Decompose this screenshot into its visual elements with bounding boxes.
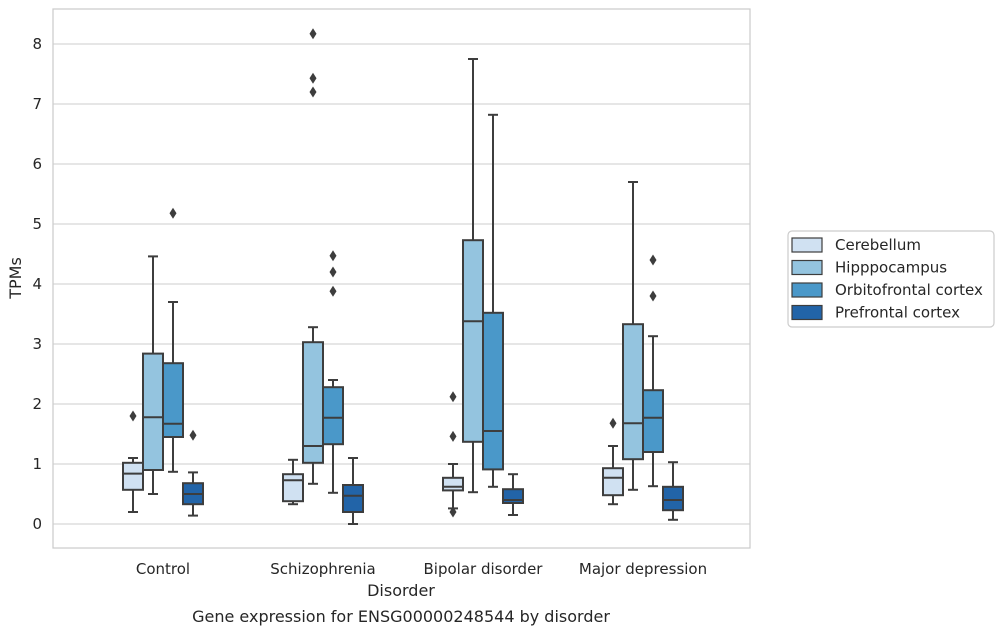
box-body <box>142 352 164 472</box>
outlier-point <box>609 417 617 429</box>
box-2-0 <box>442 391 464 518</box>
y-axis-title: TPMs <box>6 257 25 300</box>
y-tick-label: 5 <box>32 215 42 233</box>
box-body <box>442 476 464 492</box>
legend-label: Prefrontal cortex <box>835 304 960 322</box>
box-body <box>642 389 664 454</box>
legend-swatch <box>791 259 823 276</box>
box-2-2 <box>482 113 504 488</box>
tick-labels: 0 1 2 3 4 5 6 7 8 Control Schizophrenia Bipolar dis… <box>32 35 707 578</box>
box-0-0 <box>122 410 144 513</box>
box-body <box>282 473 304 503</box>
outlier-point <box>129 410 137 422</box>
outlier-point <box>649 254 657 266</box>
legend: Cerebellum Hipppocampus Orbitofrontal cort… <box>787 230 995 328</box>
box-0-1 <box>142 255 164 495</box>
chart-caption: Gene expression for ENSG00000248544 by d… <box>192 607 610 626</box>
y-tick-label: 4 <box>32 275 42 293</box>
legend-swatch <box>791 282 823 298</box>
y-tick-label: 7 <box>32 95 42 113</box>
legend-box <box>787 230 995 328</box>
outlier-point <box>329 266 337 278</box>
boxes <box>122 28 684 525</box>
outlier-point <box>189 429 197 441</box>
outlier-point <box>309 28 317 40</box>
box-body <box>662 485 684 512</box>
outlier-point <box>309 72 317 84</box>
outlier-point <box>649 290 657 302</box>
box-3-1 <box>622 181 644 491</box>
box-body <box>322 386 344 446</box>
plot-frame <box>52 8 751 549</box>
y-tick-label: 3 <box>32 335 42 353</box>
outlier-point <box>309 86 317 98</box>
outlier-point <box>169 207 177 219</box>
outlier-point <box>329 250 337 262</box>
y-tick-label: 1 <box>32 455 42 473</box>
outlier-point <box>329 285 337 297</box>
box-3-0 <box>602 417 624 506</box>
legend-swatch <box>791 304 823 321</box>
box-body <box>302 341 324 464</box>
box-3-2 <box>642 254 664 488</box>
box-0-2 <box>162 207 184 473</box>
legend-label: Cerebellum <box>835 236 921 254</box>
y-tick-label: 2 <box>32 395 42 413</box>
legend-label: Hipppocampus <box>835 259 947 277</box>
box-3-3 <box>662 461 684 521</box>
outlier-point <box>449 430 457 442</box>
box-1-3 <box>342 457 364 525</box>
legend-label: Orbitofrontal cortex <box>835 281 983 299</box>
x-tick-label: Schizophrenia <box>270 560 375 578</box>
y-tick-label: 8 <box>32 35 42 53</box>
box-body <box>462 239 484 443</box>
box-2-1 <box>462 58 484 494</box>
box-body <box>122 461 144 491</box>
x-tick-label: Major depression <box>579 560 707 578</box>
box-body <box>602 467 624 497</box>
x-axis-title: Disorder <box>367 581 435 600</box>
box-body <box>342 484 364 513</box>
box-2-3 <box>502 473 524 516</box>
box-body <box>162 362 184 439</box>
legend-swatch <box>791 237 823 253</box>
box-1-1 <box>302 28 324 485</box>
y-tick-label: 0 <box>32 515 42 533</box>
outlier-point <box>449 506 457 518</box>
y-tick-label: 6 <box>32 155 42 173</box>
box-body <box>482 311 504 471</box>
x-tick-label: Bipolar disorder <box>424 560 544 578</box>
outlier-point <box>449 391 457 403</box>
box-0-3 <box>182 429 204 517</box>
box-body <box>622 323 644 461</box>
box-1-2 <box>322 250 344 494</box>
box-1-0 <box>282 458 304 506</box>
x-tick-label: Control <box>136 560 190 578</box>
